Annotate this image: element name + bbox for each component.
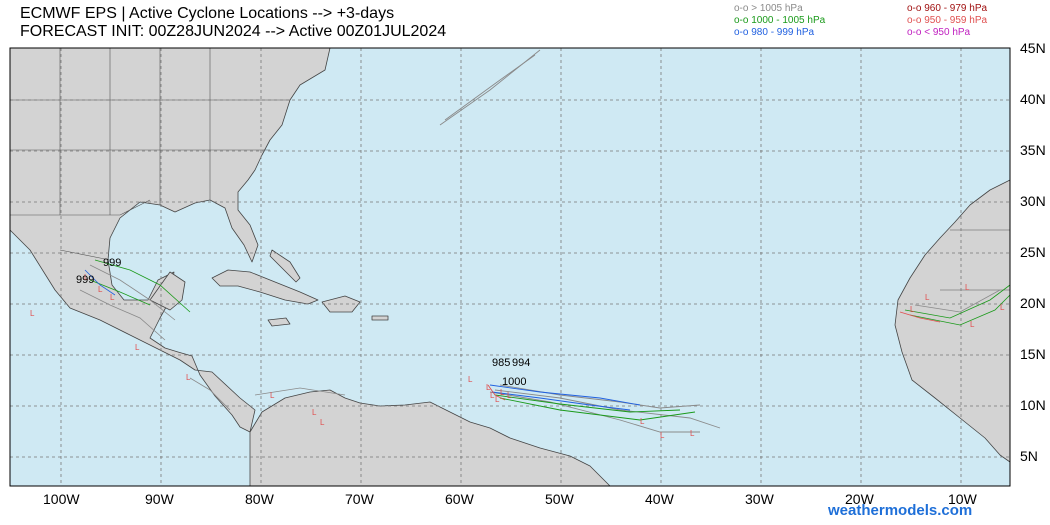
lat-label: 5N — [1020, 448, 1038, 464]
svg-text:L: L — [1000, 303, 1005, 312]
svg-text:L: L — [507, 391, 512, 400]
track-gray-3 — [489, 391, 700, 433]
lat-label: 30N — [1020, 193, 1046, 209]
svg-text:L: L — [320, 418, 325, 427]
storm-tracks-gulf — [79, 259, 346, 411]
pressure-label: 999 — [103, 257, 121, 269]
svg-text:L: L — [660, 431, 665, 440]
title-line-2: FORECAST INIT: 00Z28JUN2024 --> Active 0… — [20, 23, 447, 40]
track-blue-1 — [489, 384, 641, 406]
legend-960-979: o-o 960 - 979 hPa — [907, 3, 988, 14]
svg-text:L: L — [270, 391, 275, 400]
svg-text:L: L — [925, 293, 930, 302]
track-gray-2 — [494, 389, 721, 429]
track-gray-north-2 — [444, 54, 536, 121]
cuba-island — [211, 269, 319, 305]
lat-label: 15N — [1020, 346, 1046, 362]
svg-text:L: L — [135, 343, 140, 352]
graticule — [10, 48, 1010, 486]
lon-label: 50W — [545, 491, 574, 507]
svg-text:L: L — [965, 283, 970, 292]
track-green-1 — [494, 394, 681, 413]
lat-label: 10N — [1020, 397, 1046, 413]
jamaica-island — [267, 317, 291, 327]
lat-label: 25N — [1020, 244, 1046, 260]
legend-950-959: o-o 950 - 959 hPa — [907, 15, 988, 26]
lon-label: 20W — [845, 491, 874, 507]
svg-text:L: L — [312, 408, 317, 417]
storm-tracks-africa — [899, 284, 1011, 326]
lon-label: 80W — [245, 491, 274, 507]
lon-label: 40W — [645, 491, 674, 507]
lat-label: 45N — [1020, 40, 1046, 56]
lon-label: 70W — [345, 491, 374, 507]
pressure-label: 999 — [76, 274, 94, 286]
yucatan-peninsula — [149, 271, 186, 311]
source-credit[interactable]: weathermodels.com — [828, 502, 973, 519]
south-america-landmass — [249, 389, 611, 487]
svg-text:L: L — [495, 395, 500, 404]
storm-tracks-main — [439, 49, 721, 433]
low-markers: LL L L LL LLL LLL LLL LLL LLL LL — [30, 273, 1005, 440]
lon-label: 30W — [745, 491, 774, 507]
pressure-label: 1000 — [502, 376, 526, 388]
svg-text:L: L — [186, 373, 191, 382]
svg-text:L: L — [30, 309, 35, 318]
legend-980-999: o-o 980 - 999 hPa — [734, 27, 815, 38]
lon-label: 60W — [445, 491, 474, 507]
north-america-landmass — [9, 47, 331, 433]
map-frame — [9, 47, 1011, 487]
lat-label: 20N — [1020, 295, 1046, 311]
lon-label: 10W — [948, 491, 977, 507]
track-blue-2 — [491, 391, 631, 411]
legend-gt1005: o-o > 1005 hPa — [734, 3, 803, 14]
svg-text:L: L — [490, 391, 495, 400]
africa-landmass — [894, 179, 1011, 463]
legend-lt950: o-o < 950 hPa — [907, 27, 971, 38]
svg-text:L: L — [98, 285, 103, 294]
lon-label: 100W — [43, 491, 80, 507]
svg-text:L: L — [690, 429, 695, 438]
land — [9, 47, 1011, 487]
svg-text:L: L — [84, 273, 89, 282]
puerto-rico-island — [371, 315, 389, 321]
title-line-1: ECMWF EPS | Active Cyclone Locations -->… — [20, 5, 395, 22]
svg-text:L: L — [110, 293, 115, 302]
lon-label: 90W — [145, 491, 174, 507]
pressure-label: 994 — [512, 357, 530, 369]
svg-text:L: L — [640, 417, 645, 426]
lat-label: 40N — [1020, 91, 1046, 107]
svg-text:L: L — [486, 383, 491, 392]
pressure-label: 985 — [492, 357, 510, 369]
svg-text:L: L — [910, 305, 915, 314]
legend-1000-1005: o-o 1000 - 1005 hPa — [734, 15, 826, 26]
lat-label: 35N — [1020, 142, 1046, 158]
svg-text:L: L — [500, 388, 505, 397]
svg-text:L: L — [468, 375, 473, 384]
bahamas-island — [269, 249, 301, 283]
track-red-1 — [487, 384, 506, 401]
track-green-2 — [499, 397, 696, 421]
svg-text:L: L — [970, 320, 975, 329]
state-borders — [10, 48, 1010, 291]
